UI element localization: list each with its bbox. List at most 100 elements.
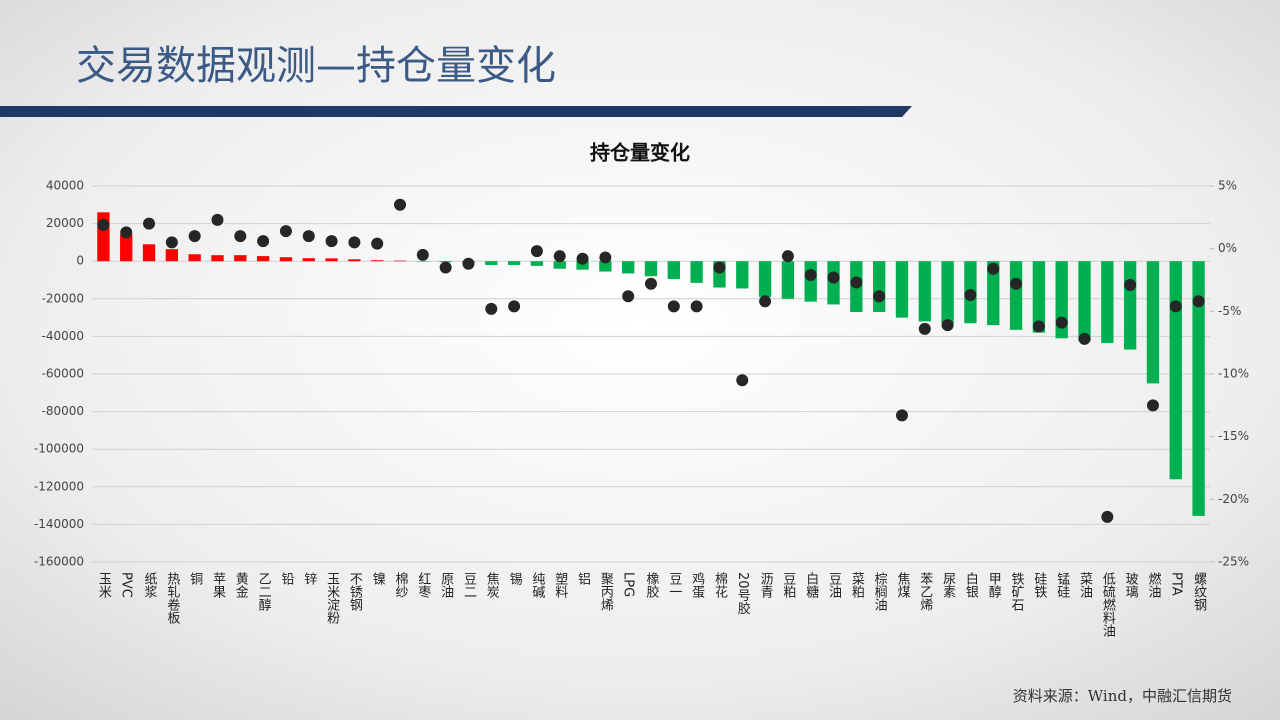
y-tick-label: -60000 — [41, 367, 84, 381]
bar — [1192, 261, 1205, 516]
x-tick-label: 原油 — [438, 572, 454, 598]
bar — [576, 261, 589, 270]
x-tick-label: 菜粕 — [849, 572, 865, 598]
x-tick-label: 棉花 — [712, 572, 728, 599]
dot — [143, 217, 156, 230]
dot — [165, 236, 178, 249]
dot — [987, 262, 1000, 275]
bar — [987, 261, 1000, 326]
bar — [1169, 261, 1182, 480]
dot — [462, 257, 475, 270]
bar — [188, 254, 201, 262]
y-tick-label: -20000 — [41, 291, 84, 305]
dot — [120, 226, 133, 239]
dot — [371, 237, 384, 250]
bar — [530, 261, 544, 266]
bar — [256, 256, 270, 262]
dot — [599, 251, 612, 264]
bar — [371, 260, 384, 262]
y-tick-label: 0 — [76, 254, 84, 268]
dot — [394, 198, 407, 211]
dot — [873, 290, 886, 303]
bar — [348, 259, 361, 262]
x-tick-label: 20号胶 — [735, 572, 751, 616]
x-tick-label: 沥青 — [758, 572, 774, 598]
dot — [1032, 320, 1045, 333]
y2-tick-label: -20% — [1218, 492, 1249, 506]
bar — [302, 258, 315, 262]
x-tick-label: 焦煤 — [894, 572, 910, 598]
x-tick-label: 苹果 — [210, 572, 226, 598]
bar — [667, 261, 680, 280]
x-tick-label: 白糖 — [803, 571, 819, 599]
x-tick-label: 乙二醇 — [256, 572, 272, 611]
bar — [599, 261, 612, 272]
y2-tick-label: -15% — [1218, 429, 1249, 443]
chart-title: 持仓量变化 — [590, 141, 690, 165]
x-tick-label: 铜 — [187, 572, 203, 585]
x-tick-label: 铅 — [278, 572, 294, 585]
bar — [622, 261, 635, 274]
bar — [234, 255, 247, 262]
dot — [553, 250, 566, 263]
x-tick-label: 尿素 — [940, 572, 956, 598]
x-tick-label: 不锈钢 — [347, 572, 363, 612]
bar — [211, 255, 224, 262]
bar — [1032, 261, 1046, 333]
dot — [645, 277, 657, 290]
x-tick-label: 聚丙烯 — [598, 572, 614, 611]
bar — [781, 261, 795, 299]
bar — [941, 261, 954, 324]
y-tick-label: -80000 — [41, 404, 84, 418]
dot — [850, 276, 863, 289]
dot — [941, 319, 954, 332]
y2-tick-label: -10% — [1218, 367, 1249, 381]
bar — [1009, 261, 1023, 330]
x-tick-label: 玻璃 — [1123, 572, 1139, 598]
dot — [439, 261, 452, 274]
y-tick-label: 20000 — [46, 216, 84, 230]
dot — [736, 374, 749, 387]
x-tick-label: 鸡蛋 — [689, 571, 705, 599]
bar — [736, 261, 749, 289]
y-tick-label: -160000 — [34, 555, 84, 569]
y2-tick-label: -25% — [1218, 555, 1249, 569]
dot — [211, 213, 224, 226]
bar — [507, 261, 521, 265]
x-tick-label: PVC — [119, 572, 134, 598]
dot — [348, 236, 361, 249]
source-note: 资料来源：Wind，中融汇信期货 — [1013, 687, 1232, 705]
bar — [165, 249, 179, 262]
dot — [1078, 332, 1091, 345]
dot — [530, 245, 543, 258]
x-tick-label: PTA — [1168, 572, 1183, 596]
dot — [325, 235, 338, 248]
y2-tick-label: -5% — [1218, 304, 1241, 318]
dot — [485, 302, 498, 315]
dot — [1169, 300, 1182, 313]
dot — [97, 218, 110, 231]
bar — [325, 258, 338, 262]
bar — [873, 261, 886, 312]
dot — [759, 295, 772, 308]
dot — [257, 235, 270, 248]
x-tick-label: 铝 — [575, 572, 591, 585]
dot — [690, 300, 703, 313]
dot — [1101, 510, 1114, 523]
dot — [416, 248, 429, 261]
bar — [279, 257, 293, 262]
y-tick-label: -100000 — [34, 442, 84, 456]
x-tick-label: 白银 — [963, 571, 979, 598]
dot — [234, 230, 247, 243]
x-tick-label: 豆二 — [461, 572, 477, 598]
y2-tick-label: 0% — [1218, 241, 1237, 255]
x-tick-label: 纸浆 — [142, 572, 158, 598]
x-tick-label: 低硫燃料油 — [1100, 572, 1116, 637]
x-tick-label: 豆一 — [666, 572, 682, 598]
x-tick-label: 锡 — [507, 572, 523, 585]
dot — [508, 300, 521, 313]
bar — [485, 261, 498, 265]
dot — [576, 252, 589, 265]
